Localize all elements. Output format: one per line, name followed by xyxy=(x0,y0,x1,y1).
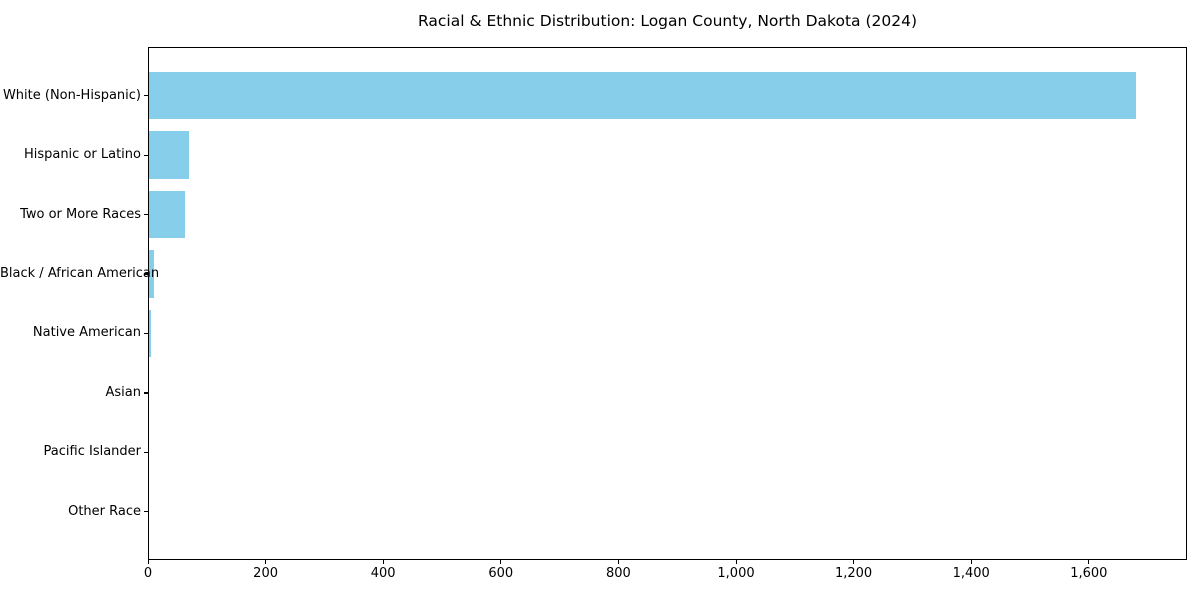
x-tick-mark xyxy=(735,560,737,564)
y-tick-label: Asian xyxy=(105,384,141,400)
y-tick-mark xyxy=(144,511,148,513)
y-tick-label: Black / African American xyxy=(0,265,160,281)
x-tick-label: 200 xyxy=(253,566,278,581)
x-tick-label: 1,000 xyxy=(717,566,755,581)
x-tick-mark xyxy=(853,560,855,564)
y-tick-label: Other Race xyxy=(68,503,141,519)
y-tick-mark xyxy=(144,392,148,394)
x-tick-label: 1,400 xyxy=(952,566,990,581)
y-tick-mark xyxy=(144,451,148,453)
bar xyxy=(149,71,1137,120)
x-tick-mark xyxy=(617,560,620,564)
y-tick-mark xyxy=(144,95,148,97)
x-tick-mark xyxy=(500,560,502,564)
y-tick-mark xyxy=(144,273,148,275)
bar xyxy=(149,131,190,179)
y-tick-label: White (Non-Hispanic) xyxy=(2,87,141,103)
y-tick-label: Pacific Islander xyxy=(43,444,141,460)
x-tick-mark xyxy=(970,560,972,564)
y-tick-label: Native American xyxy=(32,325,141,341)
x-tick-mark xyxy=(147,560,149,564)
y-tick-mark xyxy=(144,154,148,156)
x-tick-mark xyxy=(382,560,384,564)
x-tick-label: 1,200 xyxy=(834,566,873,581)
bar xyxy=(149,309,151,358)
chart-title: Racial & Ethnic Distribution: Logan Coun… xyxy=(417,12,917,30)
bar xyxy=(149,250,154,298)
x-tick-label: 1,600 xyxy=(1070,566,1108,581)
x-tick-label: 400 xyxy=(370,566,396,581)
x-tick-label: 800 xyxy=(605,566,631,581)
y-tick-mark xyxy=(144,332,148,335)
y-tick-mark xyxy=(144,214,148,216)
x-tick-label: 0 xyxy=(143,566,153,581)
x-tick-mark xyxy=(1088,560,1090,564)
y-tick-label: Hispanic or Latino xyxy=(23,147,141,163)
y-tick-label: Two or More Races xyxy=(20,206,141,222)
bar xyxy=(149,190,186,239)
plot-area xyxy=(148,47,1187,560)
x-tick-mark xyxy=(265,560,267,564)
x-tick-label: 600 xyxy=(488,566,514,581)
